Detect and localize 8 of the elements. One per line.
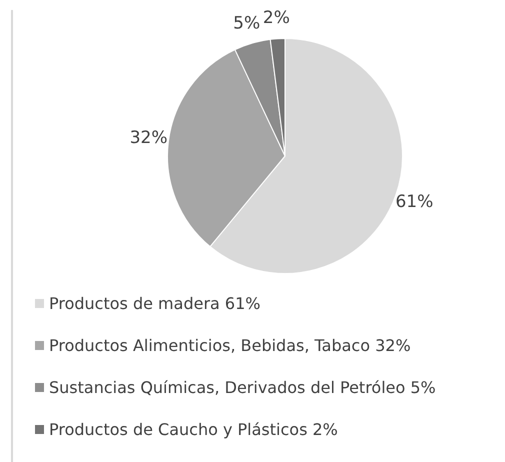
data-label: 61%: [395, 192, 434, 212]
data-label: 2%: [262, 8, 290, 28]
data-label: 32%: [130, 128, 168, 148]
legend-label: Sustancias Químicas, Derivados del Petróleo 5%: [49, 378, 436, 396]
legend-label: Productos Alimenticios, Bebidas, Tabaco 32%: [49, 336, 411, 354]
legend-label: Productos de Caucho y Plásticos 2%: [49, 420, 338, 438]
legend-label: Productos de madera 61%: [49, 294, 260, 312]
data-label: 5%: [233, 13, 260, 34]
